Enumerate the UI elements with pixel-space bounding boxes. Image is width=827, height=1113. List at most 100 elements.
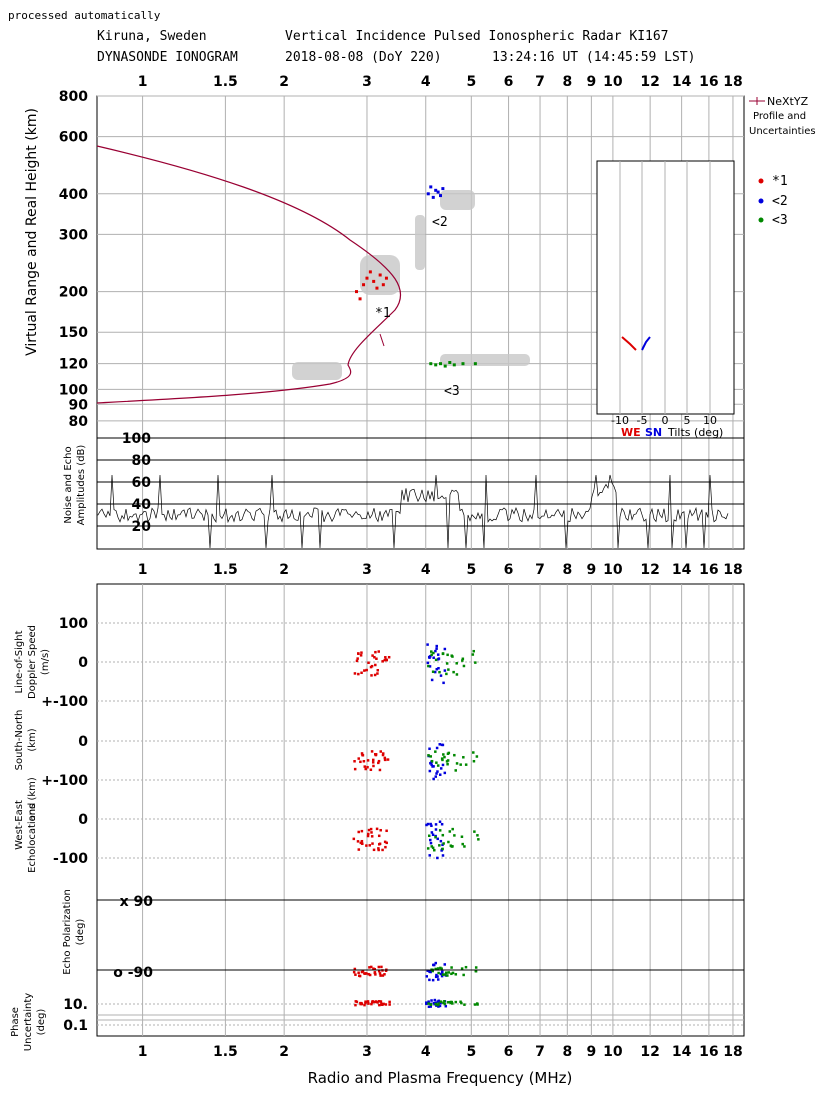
station-name: Kiruna, Sweden — [97, 29, 207, 44]
legend-dot-3 — [758, 217, 764, 223]
profile-curve — [96, 145, 402, 404]
lower-title-9: (deg) — [75, 919, 86, 946]
lower-point-0-9-2-1 — [385, 841, 388, 845]
lower-point-2-6-0-0 — [462, 664, 466, 668]
lower-point-2-5-3-2 — [451, 971, 455, 975]
lower-point-1-3-0-0 — [435, 644, 438, 648]
lower-point-0-1-0-1 — [357, 652, 360, 655]
lower-point-0-4-1-2 — [372, 764, 375, 768]
lower-point-0-7-0-0 — [376, 668, 380, 672]
echo-point-0-2 — [362, 283, 366, 287]
freq-tick-ticks-mid-7: 7 — [535, 562, 545, 578]
lower-point-2-7-1-0 — [472, 759, 476, 763]
lower-point-2-7-0-0 — [471, 653, 475, 656]
lower-point-2-2-1-1 — [441, 758, 444, 762]
freq-tick-ticks-top-1: 1.5 — [213, 74, 238, 90]
lower-point-2-6-3-1 — [462, 973, 465, 977]
lower-point-0-5-2-1 — [372, 848, 376, 852]
amp-tick-2: 60 — [132, 475, 152, 491]
freq-tick-ticks-top-12: 14 — [672, 74, 692, 90]
lower-point-1-1-4-0 — [430, 999, 433, 1002]
x-axis-title: Radio and Plasma Frequency (MHz) — [308, 1069, 573, 1087]
lower-tick-1: 0 — [78, 655, 88, 671]
lower-point-0-4-4-2 — [367, 1002, 370, 1005]
lower-point-2-6-4-0 — [459, 1000, 462, 1004]
lower-point-0-9-2-0 — [385, 829, 388, 833]
lower-point-1-2-0-1 — [430, 678, 434, 682]
lower-title-5: and — [27, 803, 38, 822]
lower-point-0-7-0-2 — [376, 672, 379, 675]
lower-point-1-1-0-0 — [428, 656, 431, 659]
lower-point-1-4-2-0 — [434, 828, 438, 831]
lower-point-0-8-0-1 — [383, 658, 387, 662]
lower-point-1-5-1-1 — [441, 763, 445, 767]
lower-point-0-1-2-2 — [357, 848, 361, 851]
echo-point-0-9 — [384, 276, 388, 280]
lower-point-2-5-4-1 — [450, 1000, 453, 1004]
lower-point-1-0-1-0 — [428, 747, 431, 751]
echo-point-2-3 — [443, 364, 447, 368]
lower-point-0-0-1-1 — [353, 760, 356, 763]
lower-point-2-2-4-1 — [439, 1000, 443, 1003]
tilt-tick-2: 0 — [662, 414, 669, 427]
lower-point-2-3-2-1 — [442, 842, 445, 845]
lower-point-0-9-4-0 — [388, 1003, 391, 1006]
lower-point-1-2-2-0 — [430, 824, 433, 828]
lower-title-11: Uncertainty — [23, 993, 34, 1052]
lower-point-2-3-2-0 — [441, 833, 445, 837]
echo-point-1-0 — [426, 192, 430, 196]
lower-point-1-4-2-2 — [436, 856, 439, 860]
echo-point-1-2 — [431, 195, 435, 199]
lower-point-1-6-3-0 — [443, 963, 447, 966]
freq-tick-ticks-bot-0: 1 — [138, 1044, 148, 1060]
freq-tick-ticks-bot-10: 10 — [603, 1044, 623, 1060]
date-label: 2018-08-08 (DoY 220) — [285, 50, 442, 65]
lower-point-0-4-0-2 — [369, 665, 373, 669]
lower-point-2-7-4-0 — [473, 1003, 477, 1006]
lower-point-0-8-0-2 — [381, 660, 384, 663]
echo-point-0-1 — [358, 297, 362, 301]
lower-point-2-7-1-1 — [475, 755, 479, 758]
lower-point-1-4-2-1 — [438, 820, 442, 824]
echo-point-0-5 — [372, 279, 376, 283]
lower-point-2-1-3-1 — [437, 971, 440, 975]
lower-point-1-0-2-1 — [426, 822, 430, 826]
lower-point-2-2-2-0 — [441, 847, 444, 851]
lower-point-2-0-2-0 — [430, 845, 434, 848]
amplitude-grid: 100 80 60 40 20 — [97, 431, 744, 535]
lower-point-0-9-1-2 — [383, 756, 387, 760]
freq-tick-ticks-bot-14: 18 — [723, 1044, 742, 1060]
lower-point-0-0-3-2 — [354, 973, 357, 976]
lower-point-2-7-2-1 — [473, 830, 476, 833]
lower-point-0-6-4-2 — [373, 1000, 377, 1004]
lower-tick-10: 0.1 — [63, 1018, 88, 1034]
profile-legend-sub2: Uncertainties — [749, 126, 816, 137]
lower-point-0-2-1-0 — [360, 752, 364, 755]
lower-point-2-5-0-0 — [455, 662, 458, 665]
lower-point-0-1-2-0 — [360, 839, 364, 843]
lower-point-1-6-2-1 — [441, 843, 444, 847]
height-tick-3: 300 — [59, 227, 88, 243]
we-tilt-trace — [621, 336, 637, 351]
lower-point-2-6-3-0 — [464, 965, 468, 969]
freq-tick-ticks-bot-8: 8 — [562, 1044, 572, 1060]
lower-point-2-3-0-2 — [445, 662, 449, 665]
height-tick-6: 120 — [59, 357, 88, 373]
lower-point-2-3-0-0 — [445, 672, 448, 676]
lower-point-0-0-2-2 — [356, 840, 360, 843]
lower-title-2: (m/s) — [40, 649, 51, 675]
freq-tick-ticks-bot-3: 3 — [362, 1044, 372, 1060]
lower-point-2-4-1-2 — [447, 751, 451, 755]
lower-point-0-0-0-1 — [357, 672, 360, 676]
echo-point-1-5 — [439, 194, 443, 198]
lower-point-0-2-1-2 — [362, 759, 366, 763]
lower-point-1-5-0-2 — [436, 658, 440, 661]
series-legend: *1 <2 <3 — [758, 174, 788, 228]
lower-point-1-0-3-0 — [425, 975, 428, 978]
lower-point-1-3-0-1 — [437, 666, 440, 670]
lower-point-2-6-1-0 — [459, 763, 462, 766]
height-tick-2: 400 — [59, 187, 88, 203]
amp-tick-1: 80 — [132, 453, 152, 469]
lower-title-6: West-East — [14, 800, 25, 850]
lower-point-2-1-3-0 — [434, 967, 437, 971]
